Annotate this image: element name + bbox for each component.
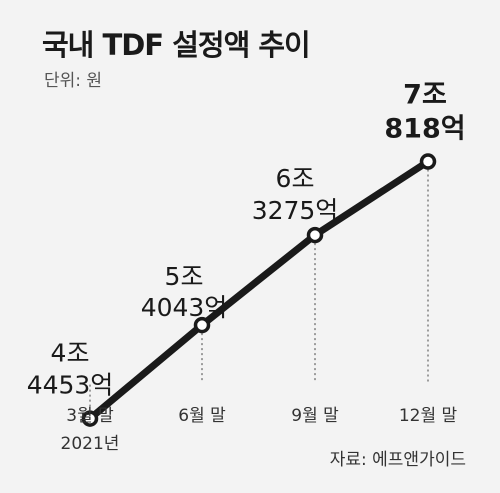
value-label-billion: 4453억 xyxy=(27,371,114,400)
value-label-trillion: 6조 xyxy=(276,164,315,193)
x-tick-labels: 3월 말 2021년 6월 말 9월 말 12월 말 xyxy=(61,406,458,454)
source-note: 자료: 에프앤가이드 xyxy=(329,450,466,470)
chart-title: 국내 TDF 설정액 추이 xyxy=(42,28,311,62)
x-tick-sublabel: 2021년 xyxy=(61,434,120,454)
value-label-billion: 818억 xyxy=(384,114,465,145)
unit-note: 단위: 원 xyxy=(44,71,103,91)
x-tick-label: 12월 말 xyxy=(399,406,458,426)
data-markers xyxy=(81,153,437,427)
x-tick-label: 3월 말 xyxy=(66,406,114,426)
value-label-trillion: 4조 xyxy=(51,339,90,368)
series-line xyxy=(86,158,432,423)
data-point xyxy=(81,410,99,427)
guide-lines xyxy=(89,169,429,427)
value-label-trillion: 5조 xyxy=(165,262,204,291)
data-point xyxy=(419,153,437,170)
value-label-trillion: 7조 xyxy=(403,80,447,111)
data-point xyxy=(306,226,324,244)
x-tick-label: 6월 말 xyxy=(178,406,226,426)
x-tick-label: 9월 말 xyxy=(291,406,339,426)
data-point xyxy=(193,316,211,334)
value-label-billion: 4043억 xyxy=(141,293,228,322)
value-label-billion: 3275억 xyxy=(252,196,339,225)
